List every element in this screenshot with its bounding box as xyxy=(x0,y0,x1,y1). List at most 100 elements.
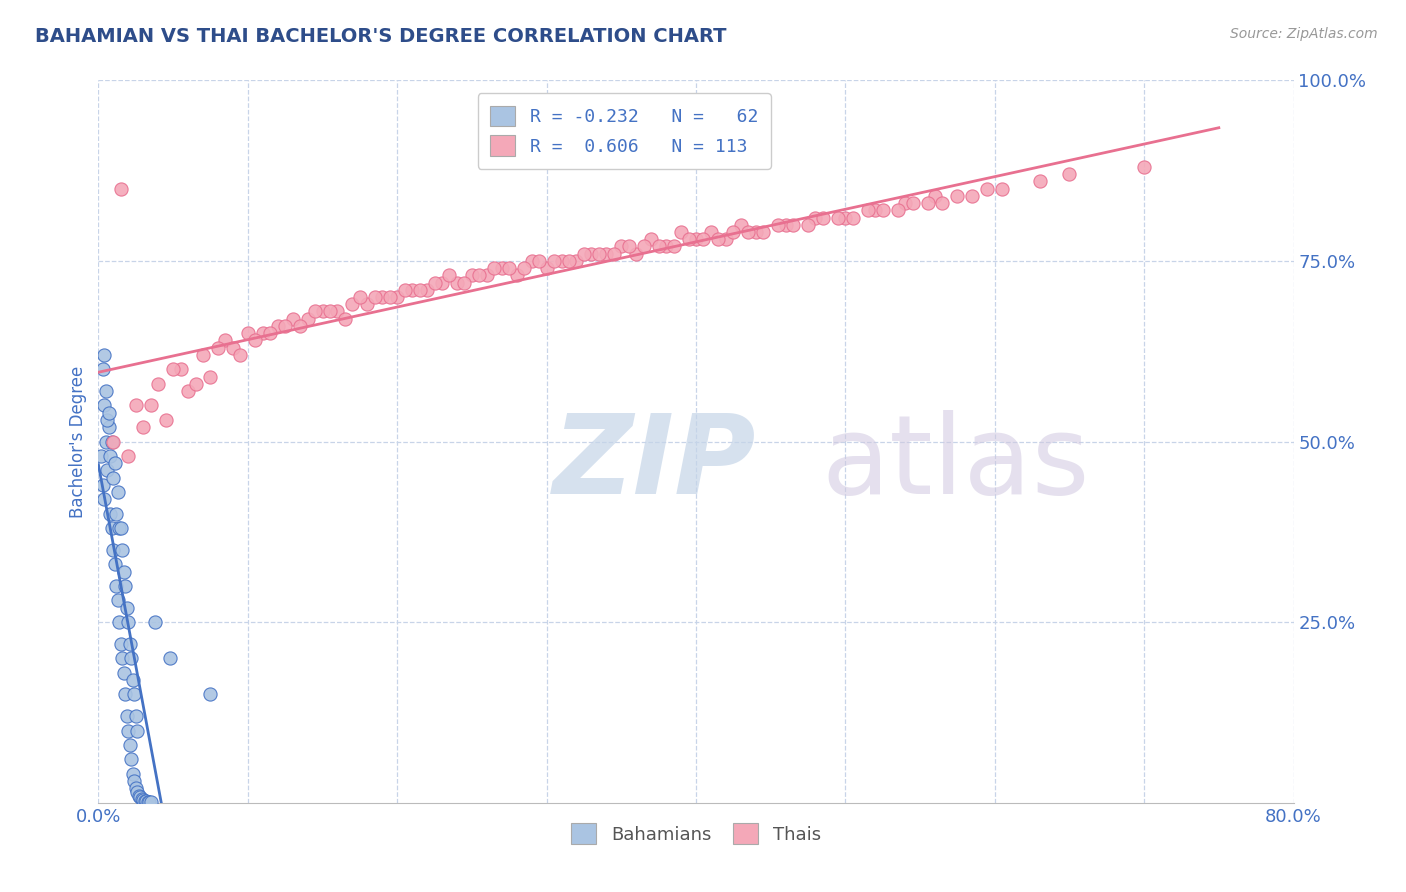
Point xyxy=(730,218,752,232)
Point xyxy=(976,182,998,196)
Point xyxy=(872,203,894,218)
Point xyxy=(184,376,207,391)
Point xyxy=(304,304,326,318)
Point xyxy=(127,723,149,738)
Point xyxy=(513,261,536,276)
Point xyxy=(924,189,946,203)
Point xyxy=(120,752,142,766)
Point xyxy=(603,246,626,260)
Point xyxy=(745,225,768,239)
Point xyxy=(200,687,222,701)
Point xyxy=(775,218,797,232)
Point xyxy=(132,420,155,434)
Point xyxy=(125,398,148,412)
Point xyxy=(700,225,723,239)
Point xyxy=(543,253,565,268)
Point xyxy=(94,434,117,449)
Point xyxy=(385,290,409,304)
Point xyxy=(120,651,142,665)
Point xyxy=(281,311,304,326)
Point xyxy=(128,789,150,803)
Point xyxy=(93,348,115,362)
Point xyxy=(93,398,115,412)
Point xyxy=(962,189,984,203)
Point xyxy=(297,311,319,326)
Point xyxy=(135,794,157,808)
Point xyxy=(274,318,297,333)
Point xyxy=(766,218,789,232)
Point xyxy=(319,304,342,318)
Point xyxy=(101,434,124,449)
Point xyxy=(527,253,550,268)
Point xyxy=(342,297,364,311)
Point xyxy=(104,558,127,572)
Text: BAHAMIAN VS THAI BACHELOR'S DEGREE CORRELATION CHART: BAHAMIAN VS THAI BACHELOR'S DEGREE CORRE… xyxy=(35,27,727,45)
Point xyxy=(288,318,311,333)
Point xyxy=(626,246,648,260)
Point xyxy=(96,413,118,427)
Point xyxy=(633,239,655,253)
Point xyxy=(416,283,439,297)
Point xyxy=(640,232,662,246)
Point xyxy=(333,311,356,326)
Point xyxy=(114,687,136,701)
Point xyxy=(132,793,155,807)
Point xyxy=(127,785,149,799)
Point xyxy=(91,478,114,492)
Text: Source: ZipAtlas.com: Source: ZipAtlas.com xyxy=(1230,27,1378,41)
Point xyxy=(222,341,245,355)
Point xyxy=(107,485,129,500)
Point xyxy=(97,420,120,434)
Text: ZIP: ZIP xyxy=(553,409,756,516)
Point xyxy=(136,795,159,809)
Point xyxy=(229,348,252,362)
Point xyxy=(782,218,804,232)
Point xyxy=(111,651,134,665)
Point xyxy=(581,246,603,260)
Point xyxy=(139,795,162,809)
Point xyxy=(475,268,498,283)
Point xyxy=(105,579,128,593)
Legend: Bahamians, Thais: Bahamians, Thais xyxy=(561,813,831,855)
Point xyxy=(117,615,139,630)
Point xyxy=(946,189,969,203)
Point xyxy=(104,456,127,470)
Point xyxy=(1133,160,1156,174)
Point xyxy=(97,406,120,420)
Point xyxy=(550,253,572,268)
Point xyxy=(588,246,610,260)
Point xyxy=(1059,167,1081,181)
Point xyxy=(356,297,378,311)
Point xyxy=(484,261,506,276)
Point xyxy=(245,334,267,348)
Point xyxy=(401,283,423,297)
Point xyxy=(498,261,520,276)
Point xyxy=(423,276,446,290)
Point xyxy=(678,232,700,246)
Point xyxy=(93,492,115,507)
Point xyxy=(108,521,131,535)
Point xyxy=(125,781,148,796)
Point xyxy=(461,268,484,283)
Point xyxy=(125,709,148,723)
Point xyxy=(214,334,236,348)
Point xyxy=(468,268,491,283)
Point xyxy=(811,211,834,225)
Point xyxy=(842,211,865,225)
Point xyxy=(162,362,184,376)
Point xyxy=(124,774,146,789)
Point xyxy=(991,182,1014,196)
Point xyxy=(103,542,125,557)
Point xyxy=(98,507,122,521)
Point xyxy=(110,182,132,196)
Point xyxy=(118,738,141,752)
Point xyxy=(917,196,939,211)
Point xyxy=(714,232,737,246)
Point xyxy=(96,463,118,477)
Point xyxy=(112,565,135,579)
Point xyxy=(138,795,160,809)
Point xyxy=(536,261,558,276)
Point xyxy=(865,203,887,218)
Point xyxy=(692,232,714,246)
Point xyxy=(669,225,692,239)
